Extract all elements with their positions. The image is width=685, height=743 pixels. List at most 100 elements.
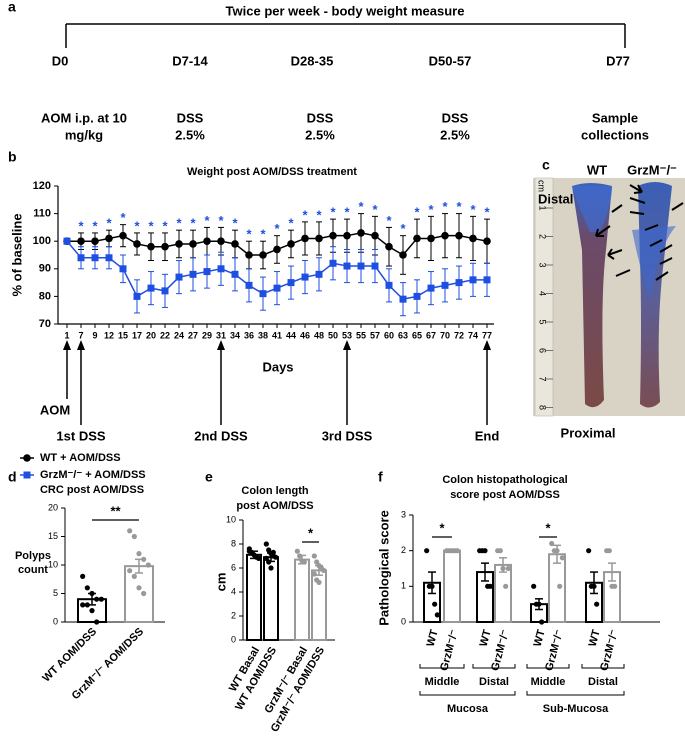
- point: [189, 240, 197, 248]
- significance-star: *: [92, 218, 98, 233]
- annotation-label: AOM: [40, 402, 70, 417]
- event-label: DSS: [177, 110, 204, 125]
- y-tick-label: 15: [48, 531, 58, 541]
- point: [203, 268, 211, 276]
- significance-star: *: [470, 202, 476, 217]
- point: [189, 270, 197, 278]
- y-tick-label: 80: [39, 290, 51, 302]
- milestone: D28-35: [291, 53, 334, 68]
- y-tick-label: 3: [401, 509, 406, 519]
- point: [357, 262, 365, 270]
- chart-title: CRC post AOM/DSS: [40, 484, 144, 496]
- bar: [494, 563, 512, 624]
- legend-label: WT + AOM/DSS: [40, 452, 121, 464]
- milestone: D0: [52, 53, 69, 68]
- point: [91, 237, 99, 245]
- point: [343, 231, 351, 240]
- group-bracket: [419, 664, 465, 669]
- bar: [443, 549, 461, 624]
- annotation-label: 3rd DSS: [322, 428, 373, 443]
- data-point: [311, 553, 317, 559]
- point: [413, 234, 421, 243]
- significance-star: *: [246, 227, 252, 242]
- data-point: [432, 601, 438, 607]
- x-tick-label: 17: [132, 330, 142, 340]
- y-tick-label: 1: [401, 581, 406, 591]
- significance-star: *: [456, 199, 462, 214]
- significance-star: *: [442, 199, 448, 214]
- x-tick-label: 27: [188, 330, 198, 340]
- photo-column-label: WT: [587, 162, 607, 177]
- y-tick-label: 0: [53, 616, 58, 626]
- comparison-label: *: [545, 520, 551, 535]
- x-tick-label: 22: [160, 330, 170, 340]
- x-tick-label: 7: [78, 330, 83, 340]
- data-point: [84, 585, 90, 591]
- point: [385, 281, 393, 289]
- data-point: [321, 567, 327, 574]
- event-label: AOM i.p. at 10: [41, 110, 127, 125]
- data-point: [141, 590, 147, 597]
- point: [231, 270, 239, 278]
- data-point: [539, 619, 545, 625]
- point: [357, 229, 365, 237]
- data-point: [98, 596, 104, 602]
- x-tick-label: 72: [454, 330, 464, 340]
- point: [217, 265, 225, 273]
- panel-letter: b: [8, 149, 17, 165]
- event-label: 2.5%: [305, 127, 335, 142]
- group-bracket: [472, 664, 516, 669]
- group-label: Distal: [479, 676, 509, 688]
- panel-letter: f: [378, 469, 383, 485]
- data-point: [594, 601, 600, 607]
- point: [63, 237, 71, 245]
- data-point: [316, 579, 322, 586]
- data-point: [586, 548, 592, 554]
- x-tick-label: WT: [587, 628, 603, 648]
- data-point: [497, 548, 503, 554]
- x-tick-label: 60: [384, 330, 394, 340]
- significance-star: *: [330, 205, 336, 220]
- event-label: DSS: [307, 110, 334, 125]
- significance-star: *: [484, 205, 490, 220]
- x-tick-label: 77: [482, 330, 492, 340]
- significance-star: *: [358, 199, 364, 214]
- photo-top-label: Distal: [538, 191, 573, 206]
- group-bracket: [581, 664, 625, 669]
- data-point: [531, 583, 537, 589]
- annotation-arrowhead: [217, 340, 225, 350]
- point: [147, 284, 155, 292]
- x-tick-label: 31: [216, 330, 226, 340]
- point: [427, 284, 435, 292]
- data-point: [424, 548, 430, 554]
- x-tick-label: 57: [370, 330, 380, 340]
- significance-star: *: [386, 213, 392, 228]
- y-tick-label: 90: [39, 263, 51, 275]
- data-point: [434, 612, 440, 618]
- milestone: D77: [606, 53, 630, 68]
- point: [301, 273, 309, 281]
- annotation-arrowhead: [483, 340, 491, 350]
- point: [105, 234, 113, 243]
- data-point: [84, 602, 90, 608]
- data-point: [559, 555, 565, 561]
- ruler: [534, 177, 554, 417]
- x-tick-label: WT: [425, 628, 441, 648]
- panel-letter: e: [205, 469, 213, 485]
- group-label: Middle: [531, 676, 566, 688]
- data-point: [268, 565, 274, 571]
- event-label: collections: [581, 127, 649, 142]
- y-tick-label: 120: [33, 180, 51, 192]
- point: [371, 231, 379, 240]
- point: [413, 292, 421, 300]
- ruler-label: 7: [538, 376, 548, 381]
- point: [175, 273, 183, 281]
- chart-title: post AOM/DSS: [236, 500, 313, 512]
- chart-title: score post AOM/DSS: [450, 489, 560, 501]
- point: [273, 284, 281, 292]
- data-point: [263, 541, 269, 547]
- comparison-label: *: [439, 520, 445, 535]
- significance-star: *: [414, 205, 420, 220]
- ruler-label: 4: [538, 291, 548, 296]
- point: [483, 237, 491, 245]
